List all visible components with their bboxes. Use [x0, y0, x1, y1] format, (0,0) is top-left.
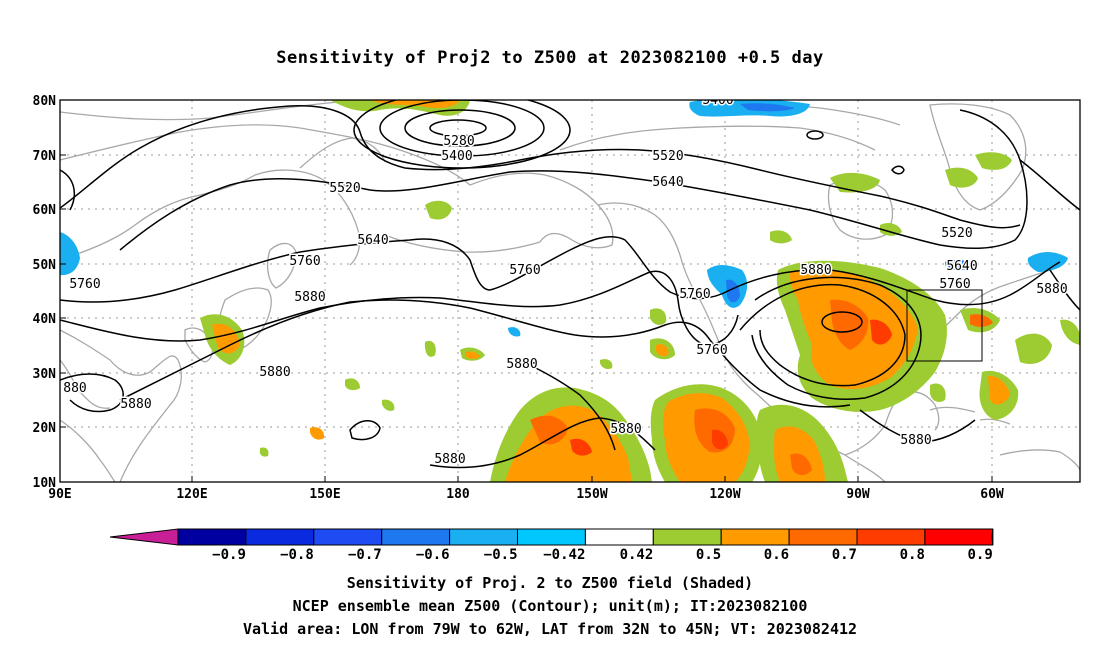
colorbar-segment — [313, 528, 383, 546]
lon-label: 150W — [576, 487, 607, 502]
lon-label: 150E — [309, 487, 340, 502]
contour-label: 5880 — [120, 397, 151, 412]
contour-label: 5760 — [696, 343, 727, 358]
colorbar-segment — [924, 528, 994, 546]
colorbar-segment — [245, 528, 315, 546]
lat-label: 70N — [33, 149, 57, 164]
lat-label: 80N — [33, 94, 57, 109]
lat-label: 40N — [33, 312, 57, 327]
lat-label: 60N — [33, 203, 57, 218]
lat-label: 50N — [33, 258, 57, 273]
colorbar-end-right — [991, 528, 994, 546]
colorbar-segment — [517, 528, 586, 546]
lat-label: 30N — [33, 367, 57, 382]
contour-label: 5760 — [679, 287, 710, 302]
contour-label: 880 — [63, 381, 86, 396]
caption-line-1: Sensitivity of Proj. 2 to Z500 field (Sh… — [346, 574, 754, 592]
contour-label: 5880 — [259, 365, 290, 380]
valid-area-box — [906, 289, 983, 362]
colorbar-label: 0.42 — [620, 547, 654, 563]
caption-line-3: Valid area: LON from 79W to 62W, LAT fro… — [242, 620, 858, 638]
contour-label: 5520 — [652, 149, 683, 164]
colorbar — [109, 528, 994, 546]
colorbar-labels: −0.9 −0.8 −0.7 −0.6 −0.5 −0.42 0.42 0.5 0.6 0.7 0.… — [212, 547, 993, 563]
contour-label: 5880 — [800, 263, 831, 278]
lon-label: 120E — [176, 487, 207, 502]
colorbar-segment — [584, 528, 654, 546]
contour-label: 5640 — [357, 233, 388, 248]
colorbar-label: −0.42 — [543, 547, 585, 563]
colorbar-segment — [652, 528, 722, 546]
colorbar-segment — [381, 528, 451, 546]
contour-label: 5760 — [289, 254, 320, 269]
colorbar-label: −0.5 — [484, 547, 518, 563]
lon-label: 90E — [48, 487, 71, 502]
contour-label: 5880 — [900, 433, 931, 448]
lon-label: 120W — [709, 487, 740, 502]
sensitivity-shading — [60, 100, 1080, 482]
contour-label: 5760 — [939, 277, 970, 292]
caption-line-2: NCEP ensemble mean Z500 (Contour); unit(… — [292, 597, 808, 615]
colorbar-segment — [788, 528, 858, 546]
contour-label: 5640 — [946, 259, 977, 274]
contour-label: 5880 — [434, 452, 465, 467]
lon-label: 90W — [846, 487, 870, 502]
lat-label: 20N — [33, 421, 57, 436]
contour-label: 5400 — [702, 93, 733, 108]
plot-frame — [59, 99, 1081, 483]
colorbar-label: 0.6 — [764, 547, 789, 563]
axis-ticks — [59, 99, 993, 483]
contour-label: 5880 — [610, 422, 641, 437]
z500-contours — [60, 100, 1080, 469]
contour-label: 5520 — [941, 226, 972, 241]
latitude-labels: 80N 70N 60N 50N 40N 30N 20N 10N — [33, 94, 57, 491]
colorbar-label: 0.7 — [832, 547, 857, 563]
colorbar-label: −0.8 — [280, 547, 314, 563]
longitude-labels: 90E 120E 150E 180 150W 120W 90W 60W — [48, 487, 1004, 502]
colorbar-label: −0.9 — [212, 547, 246, 563]
colorbar-segment — [720, 528, 790, 546]
lon-label: 60W — [980, 487, 1004, 502]
contour-label: 5400 — [441, 149, 472, 164]
map-title: Sensitivity of Proj2 to Z500 at 20230821… — [276, 48, 824, 68]
contour-label: 5520 — [329, 181, 360, 196]
colorbar-label: 0.5 — [696, 547, 721, 563]
contour-label: 5640 — [652, 175, 683, 190]
colorbar-end-left — [109, 528, 179, 546]
contour-label: 5880 — [506, 357, 537, 372]
lon-label: 180 — [446, 487, 470, 502]
colorbar-segment — [856, 528, 926, 546]
colorbar-label: 0.8 — [900, 547, 925, 563]
contour-label: 5880 — [1036, 282, 1067, 297]
colorbar-segment — [449, 528, 519, 546]
contour-label: 5280 — [443, 134, 474, 149]
colorbar-label: 0.9 — [968, 547, 993, 563]
lat-label: 10N — [33, 476, 57, 491]
contour-label: 5760 — [69, 277, 100, 292]
colorbar-label: −0.6 — [416, 547, 450, 563]
colorbar-label: −0.7 — [348, 547, 382, 563]
contour-label: 5880 — [294, 290, 325, 305]
colorbar-segment — [177, 528, 247, 546]
contour-label: 5760 — [509, 263, 540, 278]
